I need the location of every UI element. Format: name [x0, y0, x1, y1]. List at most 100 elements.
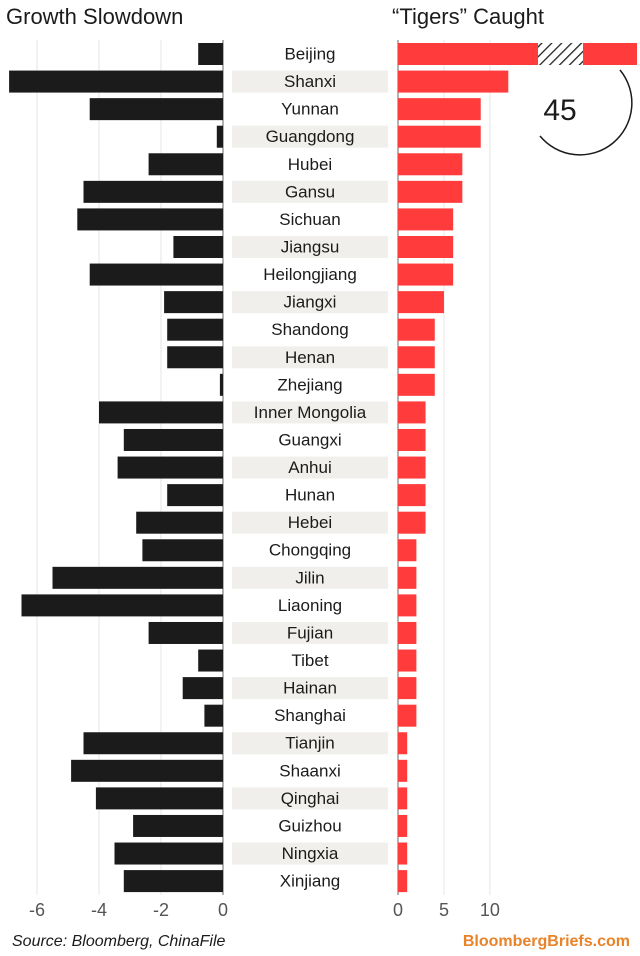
bar: [398, 373, 435, 396]
bar: [148, 153, 223, 176]
bar: [398, 291, 444, 314]
bar: [398, 428, 426, 451]
row-band: [232, 456, 388, 479]
category-label: Shandong: [271, 320, 349, 339]
x-tick-label: 5: [439, 900, 449, 920]
bar: [398, 180, 463, 203]
brand: BloombergBriefs.com: [463, 933, 630, 950]
bar: [133, 814, 223, 837]
category-label: Guangdong: [266, 127, 355, 146]
row-band: [232, 291, 388, 314]
bar: [398, 70, 509, 93]
bar: [398, 621, 417, 644]
bar: [52, 566, 223, 589]
category-label: Hebei: [288, 513, 332, 532]
bar: [398, 208, 454, 231]
category-label: Hunan: [285, 486, 335, 505]
bar: [123, 428, 223, 451]
bar: [99, 401, 223, 424]
category-label: Chongqing: [269, 541, 351, 560]
category-label: Hainan: [283, 679, 337, 698]
bar: [398, 732, 408, 755]
row-band: [232, 70, 388, 93]
category-label: Liaoning: [278, 596, 342, 615]
category-label: Jilin: [295, 568, 324, 587]
x-tick-label: -4: [91, 900, 107, 920]
row-band: [232, 401, 388, 424]
x-tick-label: 0: [393, 900, 403, 920]
bar: [89, 263, 223, 286]
bar: [398, 456, 426, 479]
category-label: Anhui: [288, 458, 331, 477]
bar: [142, 539, 223, 562]
category-label: Sichuan: [279, 210, 340, 229]
bar: [167, 346, 223, 369]
category-label: Tibet: [291, 651, 328, 670]
x-tick-label: -6: [29, 900, 45, 920]
bar: [167, 484, 223, 507]
bar: [219, 373, 223, 396]
row-band: [232, 235, 388, 258]
bar: [173, 235, 223, 258]
bar: [21, 594, 223, 617]
bar: [182, 677, 223, 700]
category-label: Fujian: [287, 623, 333, 642]
axis-break: [538, 43, 583, 65]
row-band: [232, 346, 388, 369]
category-label: Jiangsu: [281, 237, 340, 256]
bar: [398, 787, 408, 810]
bar: [398, 263, 454, 286]
bar: [136, 511, 223, 534]
bar: [117, 456, 223, 479]
bar: [398, 318, 435, 341]
row-band: [232, 787, 388, 810]
bar: [398, 704, 417, 727]
bar: [398, 125, 481, 148]
row-band: [232, 677, 388, 700]
left-title: Growth Slowdown: [6, 4, 183, 29]
bar: [148, 621, 223, 644]
bar: [83, 732, 223, 755]
bar: [83, 180, 223, 203]
category-label: Yunnan: [281, 100, 339, 119]
bar: [398, 346, 435, 369]
bar: [398, 484, 426, 507]
category-label: Guizhou: [278, 816, 341, 835]
bar: [89, 98, 223, 121]
value-label: 45: [543, 94, 576, 127]
bar: [398, 814, 408, 837]
bar: [398, 98, 481, 121]
bar: [123, 870, 223, 893]
bar: [71, 759, 223, 782]
bar: [114, 842, 223, 865]
bar: [398, 153, 463, 176]
row-band: [232, 125, 388, 148]
bar: [398, 235, 454, 258]
bar: [398, 842, 408, 865]
category-label: Shanxi: [284, 72, 336, 91]
bar: [77, 208, 223, 231]
bar: [164, 291, 223, 314]
bar: [198, 649, 223, 672]
bar: [398, 401, 426, 424]
category-label: Inner Mongolia: [254, 403, 367, 422]
category-label: Gansu: [285, 182, 335, 201]
row-band: [232, 511, 388, 534]
bar: [398, 539, 417, 562]
x-tick-label: 10: [480, 900, 500, 920]
right-title: “Tigers” Caught: [392, 4, 544, 29]
x-tick-label: -2: [153, 900, 169, 920]
bar: [95, 787, 223, 810]
category-label: Heilongjiang: [263, 265, 357, 284]
row-band: [232, 180, 388, 203]
row-band: [232, 621, 388, 644]
bar: [398, 759, 408, 782]
bar: [398, 594, 417, 617]
row-band: [232, 842, 388, 865]
category-label: Hubei: [288, 155, 332, 174]
bar: [167, 318, 223, 341]
category-label: Shanghai: [274, 706, 346, 725]
category-label: Jiangxi: [284, 293, 337, 312]
bar: [398, 511, 426, 534]
